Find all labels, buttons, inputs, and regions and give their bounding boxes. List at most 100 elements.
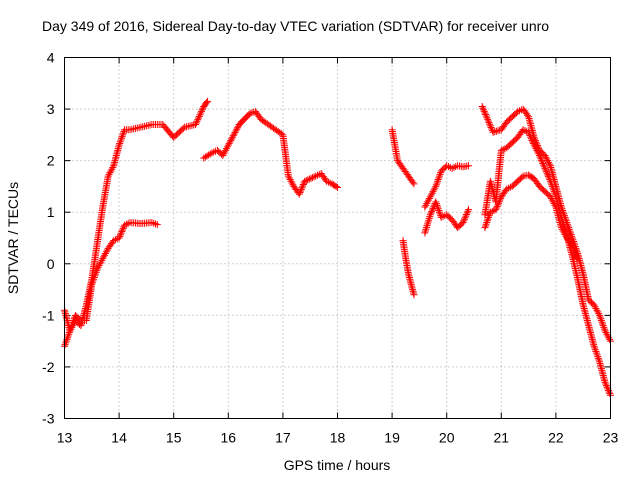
data-point [483, 219, 491, 227]
data-point [425, 214, 433, 222]
y-tick-label: 2 [47, 153, 55, 169]
data-point [435, 208, 443, 216]
data-point [323, 177, 331, 185]
data-point [220, 150, 228, 158]
data-point [436, 170, 444, 178]
data-point [277, 130, 285, 138]
data-point [89, 277, 97, 285]
data-point [461, 214, 469, 222]
data-point [68, 322, 76, 330]
data-point [116, 139, 124, 147]
data-point [533, 146, 541, 154]
data-point [463, 209, 471, 217]
data-point [570, 247, 578, 255]
data-point [573, 253, 581, 261]
data-point [64, 334, 72, 342]
data-point [288, 179, 296, 187]
data-point [495, 199, 503, 207]
data-point [571, 248, 579, 256]
data-point [565, 225, 573, 233]
data-point [424, 198, 432, 206]
data-point [88, 279, 96, 287]
data-point [101, 249, 109, 257]
data-point [593, 349, 601, 357]
data-point [326, 179, 334, 187]
data-point [410, 180, 418, 188]
series-gap-19 [388, 126, 418, 188]
data-point [196, 111, 204, 119]
data-point [195, 112, 203, 120]
data-point [424, 220, 432, 228]
data-point [307, 174, 315, 182]
data-point [324, 178, 332, 186]
data-point [435, 206, 443, 214]
data-point [499, 145, 507, 153]
data-point [312, 172, 320, 180]
data-point [480, 106, 488, 114]
data-point [286, 176, 294, 184]
data-point [465, 206, 473, 214]
data-point [525, 130, 533, 138]
data-point [424, 218, 432, 226]
data-point [223, 143, 231, 151]
data-point [566, 227, 574, 235]
data-point [93, 265, 101, 273]
data-point [299, 182, 307, 190]
data-point [548, 196, 556, 204]
data-point [593, 351, 601, 359]
data-point [600, 325, 608, 333]
data-point [559, 227, 567, 235]
data-point [150, 219, 158, 227]
data-point [422, 225, 430, 233]
data-point [527, 133, 535, 141]
data-point [222, 145, 230, 153]
data-point [203, 99, 211, 107]
data-point [295, 190, 303, 198]
data-points [61, 97, 614, 399]
data-point [543, 169, 551, 177]
data-point [193, 117, 201, 125]
data-point [486, 122, 494, 130]
data-point [76, 315, 84, 323]
x-tick-label: 23 [603, 430, 619, 446]
data-point [605, 334, 613, 342]
data-point [602, 380, 610, 388]
data-point [427, 209, 435, 217]
data-point [98, 256, 106, 264]
data-point [524, 111, 532, 119]
data-point [597, 317, 605, 325]
data-point [301, 177, 309, 185]
data-point [422, 201, 430, 209]
data-point [195, 114, 203, 122]
data-point [232, 127, 240, 135]
data-point [599, 322, 607, 330]
y-tick-label: 1 [47, 204, 55, 220]
data-point [431, 184, 439, 192]
data-point [66, 327, 74, 335]
data-point [102, 248, 110, 256]
data-point [459, 219, 467, 227]
data-point [61, 341, 69, 349]
data-point [297, 185, 305, 193]
data-point [493, 202, 501, 210]
data-point [64, 332, 72, 340]
data-point [332, 183, 340, 191]
data-point [503, 185, 511, 193]
data-point [116, 231, 124, 239]
data-point [597, 315, 605, 323]
data-point [246, 109, 254, 117]
data-point [494, 127, 502, 135]
data-point [228, 135, 236, 143]
data-point [566, 229, 574, 237]
data-point [590, 342, 598, 350]
x-axis-label: GPS time / hours [284, 457, 391, 473]
data-point [531, 143, 539, 151]
data-point [429, 188, 437, 196]
data-point [118, 228, 126, 236]
data-point [62, 337, 70, 345]
data-point [542, 166, 550, 174]
data-point [250, 108, 258, 116]
data-point [310, 173, 318, 181]
y-tick-label: -3 [42, 411, 55, 427]
